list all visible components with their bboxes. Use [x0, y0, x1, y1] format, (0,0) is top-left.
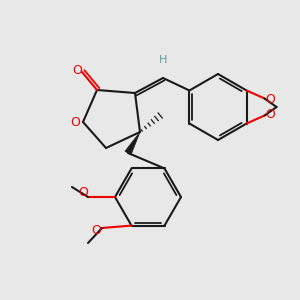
Text: O: O [70, 116, 80, 128]
Text: H: H [159, 55, 167, 65]
Text: O: O [78, 187, 88, 200]
Text: O: O [91, 224, 101, 236]
Text: O: O [266, 93, 275, 106]
Text: O: O [266, 108, 275, 121]
Polygon shape [125, 132, 140, 155]
Text: O: O [72, 64, 82, 77]
